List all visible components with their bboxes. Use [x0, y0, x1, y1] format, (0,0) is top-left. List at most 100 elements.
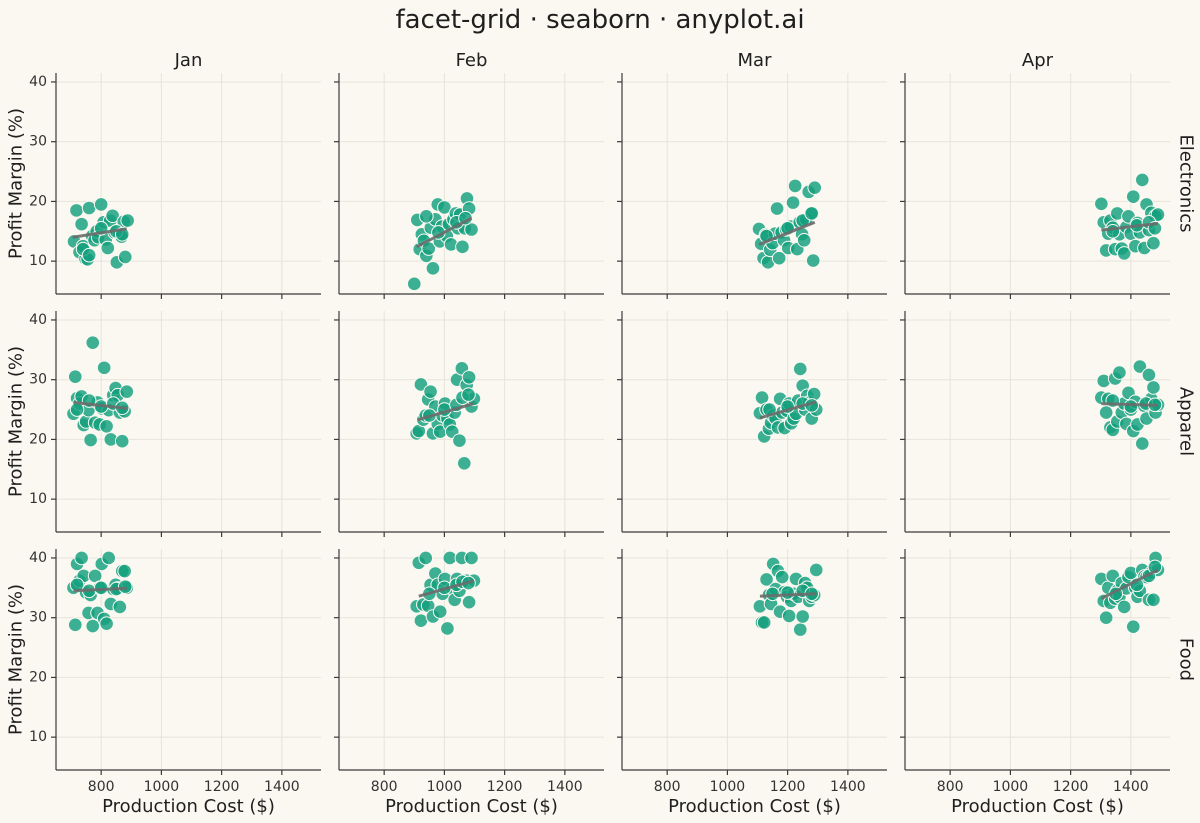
- x-tick-label: 1000: [144, 779, 180, 795]
- column-label-jan: Jan: [174, 50, 203, 71]
- y-tick-label: 20: [29, 431, 47, 447]
- y-axis-label: Profit Margin (%): [6, 108, 27, 259]
- trend-line: [418, 579, 475, 598]
- data-point: [406, 276, 422, 292]
- data-point: [74, 550, 89, 566]
- data-point: [1125, 189, 1141, 204]
- data-point: [1146, 235, 1161, 251]
- data-point: [805, 253, 821, 268]
- data-point: [99, 616, 114, 631]
- data-point: [85, 335, 101, 350]
- x-axis-label: Production Cost ($): [951, 796, 1124, 817]
- data-point: [455, 239, 470, 255]
- trend-line: [73, 400, 127, 410]
- y-tick-label: 30: [29, 134, 47, 150]
- data-point: [67, 617, 83, 633]
- data-point: [418, 550, 434, 566]
- y-tick-label: 10: [29, 253, 47, 269]
- panel-apparel-mar: [617, 311, 887, 537]
- x-tick-label: 1400: [830, 779, 866, 795]
- trend-line: [415, 216, 473, 249]
- x-tick-label: 1200: [204, 779, 240, 795]
- data-point: [74, 216, 89, 232]
- data-point: [1105, 223, 1121, 239]
- data-point: [100, 240, 116, 256]
- panel-electronics-apr: [900, 73, 1170, 299]
- data-point: [1134, 436, 1150, 451]
- y-tick-label: 40: [29, 74, 47, 90]
- data-point: [413, 613, 429, 628]
- data-point: [1134, 172, 1150, 188]
- panel-apparel-jan: 10 20 30 40: [29, 311, 321, 537]
- data-point: [425, 261, 441, 276]
- column-label-mar: Mar: [738, 50, 773, 71]
- data-point: [1116, 599, 1132, 615]
- x-tick-label: 1000: [993, 779, 1029, 795]
- data-point: [81, 200, 97, 216]
- data-point: [461, 370, 477, 385]
- data-point: [119, 384, 135, 399]
- x-tick-label: 800: [654, 779, 681, 795]
- trend-line: [1101, 402, 1159, 407]
- data-point: [105, 208, 120, 224]
- panel-electronics-mar: [617, 73, 887, 299]
- column-label-feb: Feb: [456, 50, 488, 71]
- y-tick-label: 20: [29, 193, 47, 209]
- x-tick-label: 1400: [264, 779, 300, 795]
- x-tick-label: 800: [371, 779, 398, 795]
- data-point: [1116, 246, 1132, 261]
- row-label-electronics: Electronics: [1176, 134, 1197, 232]
- data-point: [81, 247, 97, 263]
- x-axis-label: Production Cost ($): [385, 796, 558, 817]
- data-point: [808, 562, 824, 578]
- x-axis-label: Production Cost ($): [102, 796, 275, 817]
- row-label-apparel: Apparel: [1176, 387, 1197, 456]
- data-point: [117, 579, 133, 594]
- data-point: [780, 585, 795, 600]
- trend-line: [759, 400, 817, 420]
- row-label-food: Food: [1176, 638, 1197, 681]
- data-point: [1146, 592, 1161, 608]
- data-point: [112, 599, 128, 615]
- y-tick-label: 10: [29, 729, 47, 745]
- data-point: [423, 384, 438, 399]
- trend-line: [73, 586, 127, 593]
- data-point: [1147, 559, 1163, 575]
- data-point: [99, 418, 114, 434]
- trend-line: [417, 402, 475, 422]
- data-point: [120, 213, 135, 228]
- x-axis-label: Production Cost ($): [668, 796, 841, 817]
- y-tick-label: 30: [29, 372, 47, 388]
- data-point: [1112, 365, 1127, 380]
- data-point: [437, 200, 452, 215]
- data-point: [1098, 405, 1114, 420]
- data-point: [807, 180, 823, 195]
- data-point: [117, 249, 133, 265]
- x-tick-label: 1400: [547, 779, 583, 795]
- trend-line: [1100, 568, 1159, 600]
- data-point: [96, 360, 112, 376]
- data-point: [1098, 610, 1114, 625]
- panel-food-mar: 800 1000 1200 1400: [617, 549, 887, 795]
- panel-apparel-apr: [900, 311, 1170, 537]
- data-point: [419, 209, 434, 224]
- data-point: [69, 203, 84, 218]
- data-point: [765, 586, 780, 602]
- data-point: [461, 387, 476, 402]
- y-tick-label: 20: [29, 669, 47, 685]
- trend-line: [72, 227, 127, 239]
- x-tick-label: 1000: [710, 779, 746, 795]
- y-tick-label: 40: [29, 550, 47, 566]
- data-point: [101, 550, 116, 566]
- data-point: [804, 206, 820, 221]
- x-tick-label: 800: [937, 779, 964, 795]
- data-point: [792, 622, 808, 637]
- y-tick-label: 10: [29, 491, 47, 507]
- data-point: [85, 618, 101, 634]
- data-point: [1146, 380, 1161, 395]
- data-point: [771, 250, 787, 266]
- x-tick-label: 1400: [1113, 779, 1149, 795]
- data-point: [1123, 399, 1139, 414]
- panel-apparel-feb: [334, 311, 604, 537]
